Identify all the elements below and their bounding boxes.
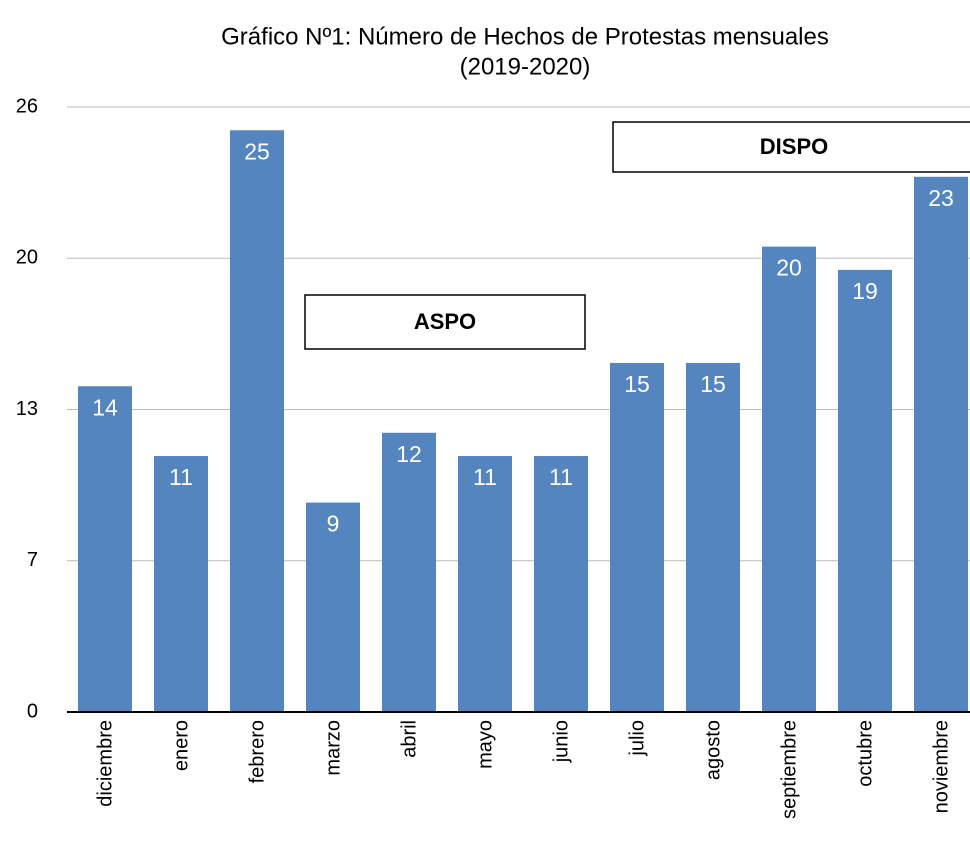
annotation: DISPO: [760, 134, 828, 159]
value-label: 15: [624, 371, 650, 397]
x-tick-label: julio: [626, 720, 648, 757]
value-label: 11: [169, 464, 193, 490]
x-tick-label: enero: [170, 720, 192, 771]
value-label: 12: [396, 441, 422, 467]
value-label: 11: [549, 464, 573, 490]
y-tick-label: 26: [16, 95, 38, 117]
x-tick-label: agosto: [702, 720, 724, 780]
bar: [306, 502, 360, 712]
bar: [762, 246, 816, 712]
bar: [914, 176, 968, 713]
bar: [382, 432, 436, 712]
x-tick-label: mayo: [474, 720, 496, 769]
x-tick-label: abril: [398, 720, 420, 758]
x-tick-label: octubre: [854, 720, 876, 787]
bar: [458, 456, 512, 712]
value-label: 19: [852, 278, 878, 304]
bar: [230, 130, 284, 712]
value-label: 23: [928, 185, 954, 211]
chart-title: Gráfico Nº1: Número de Hechos de Protest…: [221, 23, 829, 50]
bar: [610, 362, 664, 712]
value-label: 25: [244, 138, 270, 164]
bar: [838, 269, 892, 712]
value-label: 15: [700, 371, 726, 397]
bar: [534, 456, 588, 712]
bar: [154, 456, 208, 712]
value-label: 14: [92, 394, 118, 420]
value-label: 9: [327, 511, 340, 537]
annotation-box: [304, 294, 586, 350]
x-tick-label: noviembre: [930, 720, 952, 813]
x-tick-label: marzo: [322, 720, 344, 776]
bar: [686, 362, 740, 712]
value-label: 11: [473, 464, 497, 490]
y-tick-label: 0: [27, 700, 38, 722]
y-tick-label: 13: [16, 398, 38, 420]
bar: [78, 386, 132, 712]
value-label: 20: [776, 255, 802, 281]
y-tick-label: 7: [27, 549, 38, 571]
x-tick-label: septiembre: [778, 720, 800, 819]
annotation-box: [612, 121, 970, 173]
x-tick-label: junio: [550, 720, 572, 763]
annotation: ASPO: [414, 309, 476, 334]
y-tick-label: 20: [16, 247, 38, 269]
chart-title: (2019-2020): [460, 53, 591, 80]
x-tick-label: febrero: [246, 720, 268, 783]
x-tick-label: diciembre: [94, 720, 116, 807]
